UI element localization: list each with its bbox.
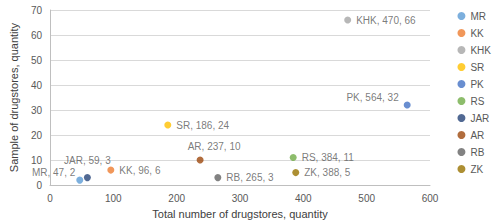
svg-text:30: 30 <box>31 105 43 116</box>
svg-text:ZK, 388, 5: ZK, 388, 5 <box>304 167 351 178</box>
svg-text:MR, 47, 2: MR, 47, 2 <box>32 167 76 178</box>
svg-text:KHK: KHK <box>470 45 491 56</box>
svg-text:SR: SR <box>470 62 484 73</box>
svg-text:50: 50 <box>31 55 43 66</box>
svg-text:60: 60 <box>31 30 43 41</box>
svg-text:40: 40 <box>31 80 43 91</box>
svg-text:KHK, 470, 66: KHK, 470, 66 <box>356 15 416 26</box>
svg-text:AR: AR <box>470 130 484 141</box>
svg-text:400: 400 <box>295 193 312 204</box>
svg-text:20: 20 <box>31 130 43 141</box>
svg-text:Sample of drugstores, quantity: Sample of drugstores, quantity <box>8 22 20 172</box>
svg-text:RB, 265, 3: RB, 265, 3 <box>226 172 274 183</box>
svg-text:JAR, 59, 3: JAR, 59, 3 <box>64 155 111 166</box>
svg-text:RS: RS <box>470 96 484 107</box>
svg-text:70: 70 <box>31 5 43 16</box>
svg-text:10: 10 <box>31 155 43 166</box>
svg-text:JAR: JAR <box>470 113 489 124</box>
svg-text:PK, 564, 32: PK, 564, 32 <box>346 92 399 103</box>
svg-text:500: 500 <box>358 193 375 204</box>
svg-text:Total number of drugstores, qu: Total number of drugstores, quantity <box>152 208 328 220</box>
svg-text:RB: RB <box>470 147 484 158</box>
svg-text:RS, 384, 11: RS, 384, 11 <box>302 152 355 163</box>
svg-text:AR, 237, 10: AR, 237, 10 <box>188 141 241 152</box>
svg-text:0: 0 <box>36 180 42 191</box>
svg-text:600: 600 <box>422 193 439 204</box>
svg-text:ZK: ZK <box>470 164 483 175</box>
svg-text:0: 0 <box>47 193 53 204</box>
svg-text:MR: MR <box>470 11 486 22</box>
svg-text:PK: PK <box>470 79 484 90</box>
svg-text:300: 300 <box>232 193 249 204</box>
svg-text:SR, 186, 24: SR, 186, 24 <box>176 120 229 131</box>
svg-text:KK: KK <box>470 28 484 39</box>
svg-text:200: 200 <box>168 193 185 204</box>
svg-text:100: 100 <box>105 193 122 204</box>
svg-text:KK, 96, 6: KK, 96, 6 <box>119 165 161 176</box>
